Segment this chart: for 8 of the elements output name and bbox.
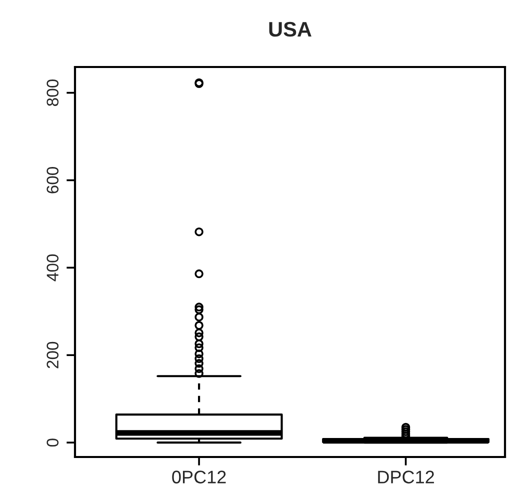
y-tick-label: 200 bbox=[46, 342, 59, 368]
x-tick-label: 0PC12 bbox=[172, 470, 226, 484]
y-tick-label: 0 bbox=[46, 438, 59, 447]
chart-title: USA bbox=[269, 22, 312, 37]
y-tick-label: 800 bbox=[46, 80, 59, 106]
y-tick-label: 600 bbox=[46, 166, 59, 194]
x-tick-label: DPC12 bbox=[378, 470, 434, 484]
y-tick-label: 400 bbox=[46, 254, 59, 282]
